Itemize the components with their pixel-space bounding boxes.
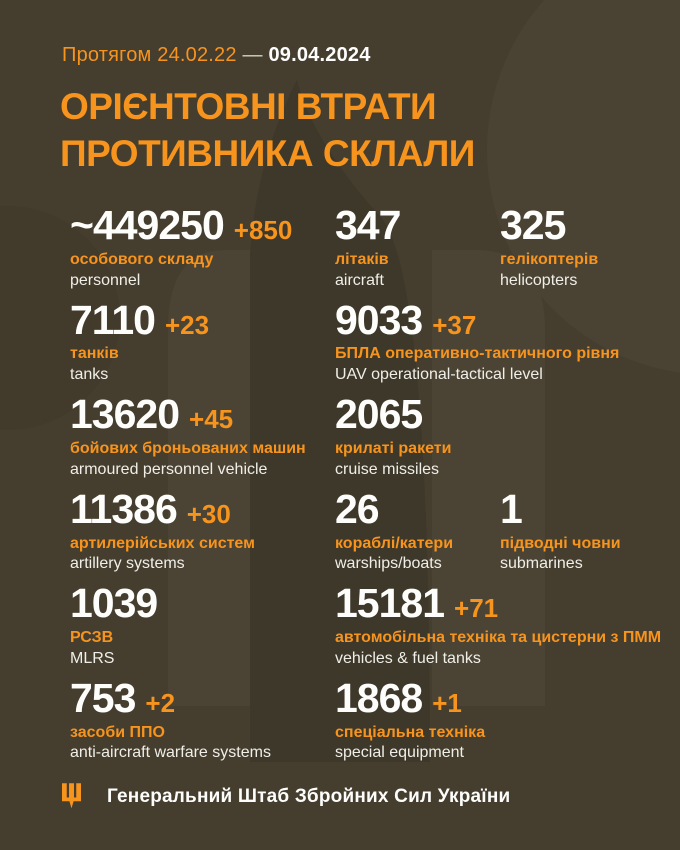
stat-label-en: warships/boats <box>335 555 442 573</box>
loss-stats: ~449250 +850 особового складу personnel 3… <box>70 202 664 773</box>
stat-value: 26 <box>335 485 380 532</box>
stat-helicopters: 325 гелікоптерів helicopters <box>500 202 664 292</box>
stat-label-ua: БПЛА оперативно-тактичного рівня <box>335 345 620 363</box>
page-title-line2: ПРОТИВНИКА СКЛАЛИ <box>60 132 475 174</box>
stat-label-ua: РСЗВ <box>70 629 114 647</box>
stat-label-en: anti-aircraft warfare systems <box>70 744 271 762</box>
stat-label-ua: автомобільна техніка та цистерни з ПММ <box>335 629 662 647</box>
stat-vehicles-fuel-tanks: 15181 +71 автомобільна техніка та цистерн… <box>335 580 664 670</box>
stat-value: 1868 <box>335 674 423 721</box>
stat-row-apv-cruise-missiles: 13620 +45 бойових броньованих машин armou… <box>70 391 664 481</box>
stat-anti-aircraft: 753 +2 засоби ППО anti-aircraft warfare s… <box>70 674 335 765</box>
stat-delta: +23 <box>164 309 210 340</box>
stat-uav: 9033 +37 БПЛА оперативно-тактичного рівня… <box>335 296 664 387</box>
stat-label-ua: літаків <box>335 250 389 268</box>
stat-submarines: 1 підводні човни submarines <box>500 485 664 576</box>
stat-value: 15181 <box>335 580 445 627</box>
stat-value: 325 <box>500 202 566 248</box>
footer: Генеральний Штаб Збройних Сил України <box>62 783 510 810</box>
stat-row-personnel-aircraft-helicopters: ~449250 +850 особового складу personnel 3… <box>70 202 664 292</box>
stat-label-ua: бойових броньованих машин <box>70 440 306 457</box>
stat-label-ua: танків <box>70 345 119 363</box>
stat-delta: +45 <box>189 404 234 435</box>
stat-delta: +1 <box>432 687 462 718</box>
stat-value: ~449250 <box>70 202 225 248</box>
stat-cruise-missiles: 2065 крилаті ракети cruise missiles <box>335 391 664 481</box>
stat-label-en: armoured personnel vehicle <box>70 460 268 478</box>
stat-label-ua: спеціальна техніка <box>335 723 486 741</box>
stat-special-equipment: 1868 +1 спеціальна техніка special equipm… <box>335 674 664 765</box>
stat-personnel: ~449250 +850 особового складу personnel <box>70 202 335 292</box>
page-title-line1: ОРІЄНТОВНІ ВТРАТИ <box>60 86 437 127</box>
stat-label-en: personnel <box>70 271 141 289</box>
stat-label-en: MLRS <box>70 649 115 667</box>
stat-value: 347 <box>335 202 401 248</box>
stat-value: 753 <box>70 674 136 721</box>
stat-label-en: artillery systems <box>70 555 185 573</box>
footer-text: Генеральний Штаб Збройних Сил України <box>107 785 511 807</box>
stat-value: 1039 <box>70 580 158 627</box>
stat-row-mlrs-vehicles: 1039 РСЗВ MLRS 15181 +71 автомобільна тех… <box>70 580 664 670</box>
stat-value: 1 <box>500 485 523 532</box>
stat-delta: +71 <box>454 593 499 624</box>
stat-label-en: aircraft <box>335 271 384 289</box>
stat-value: 2065 <box>335 391 423 438</box>
period-start: Протягом 24.02.22 <box>62 44 237 66</box>
stat-value: 7110 <box>70 296 156 343</box>
stat-delta: +30 <box>186 498 231 529</box>
stat-label-ua: кораблі/катери <box>335 534 454 552</box>
stat-label-en: special equipment <box>335 744 464 762</box>
stat-label-ua: засоби ППО <box>70 723 165 741</box>
period-end: 09.04.2024 <box>268 44 371 66</box>
stat-label-en: cruise missiles <box>335 460 440 478</box>
stat-aircraft: 347 літаків aircraft <box>335 202 500 292</box>
stat-label-ua: підводні човни <box>500 534 621 552</box>
stat-row-aa-special: 753 +2 засоби ППО anti-aircraft warfare s… <box>70 674 664 765</box>
stat-delta: +37 <box>432 309 477 340</box>
stat-label-ua: артилерійських систем <box>70 534 255 552</box>
stat-value: 13620 <box>70 391 180 438</box>
stat-row-tanks-uav: 7110 +23 танків tanks 9033 +37 БПЛА операт… <box>70 296 664 387</box>
stat-value: 9033 <box>335 296 423 343</box>
stat-value: 11386 <box>70 485 178 532</box>
stat-artillery: 11386 +30 артилерійських систем artillery… <box>70 485 335 576</box>
stat-label-ua: особового складу <box>70 250 214 268</box>
stat-mlrs: 1039 РСЗВ MLRS <box>70 580 335 670</box>
stat-row-artillery-warships-submarines: 11386 +30 артилерійських систем artillery… <box>70 485 664 576</box>
stat-label-ua: гелікоптерів <box>500 250 599 268</box>
stat-tanks: 7110 +23 танків tanks <box>70 296 335 387</box>
stat-armoured-vehicles: 13620 +45 бойових броньованих машин armou… <box>70 391 335 481</box>
stat-delta: +850 <box>233 215 293 245</box>
period-dash: — <box>236 44 269 66</box>
tryzub-icon <box>62 783 81 809</box>
stat-label-en: vehicles & fuel tanks <box>335 649 481 667</box>
stat-delta: +2 <box>145 687 176 718</box>
page-title: ОРІЄНТОВНІ ВТРАТИ ПРОТИВНИКА СКЛАЛИ <box>60 84 475 178</box>
stat-label-en: helicopters <box>500 271 578 289</box>
stat-label-en: UAV operational-tactical level <box>335 366 543 384</box>
stat-label-en: submarines <box>500 555 583 573</box>
stat-label-en: tanks <box>70 366 109 384</box>
stat-warships: 26 кораблі/катери warships/boats <box>335 485 500 576</box>
report-period: Протягом 24.02.22 — 09.04.2024 <box>62 44 371 67</box>
stat-label-ua: крилаті ракети <box>335 440 452 457</box>
